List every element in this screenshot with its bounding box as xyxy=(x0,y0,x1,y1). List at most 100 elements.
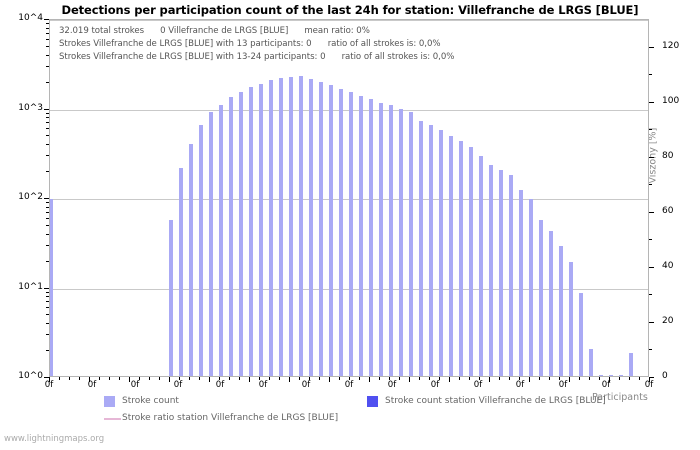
x-axis-tickmark xyxy=(129,377,130,382)
y-axis-right-tick-label: 80 xyxy=(662,150,674,161)
x-axis-minor-tickmark xyxy=(229,377,230,380)
bar xyxy=(499,170,503,376)
bar xyxy=(359,96,363,376)
bar xyxy=(609,375,613,376)
bar xyxy=(439,130,443,376)
y-axis-left-minor-tickmark xyxy=(46,350,49,351)
x-axis-minor-tickmark xyxy=(539,377,540,380)
y-axis-left-minor-tickmark xyxy=(46,261,49,262)
y-axis-right-minor-tickmark xyxy=(649,294,652,295)
legend-label: Stroke count xyxy=(122,396,179,406)
x-axis-minor-tickmark xyxy=(519,377,520,380)
x-axis-tick-label: 0f xyxy=(173,380,183,390)
x-axis-minor-tickmark xyxy=(509,377,510,380)
y-axis-left-minor-tickmark xyxy=(46,122,49,123)
x-axis-minor-tickmark xyxy=(59,377,60,380)
x-axis-minor-tickmark xyxy=(559,377,560,380)
bar xyxy=(479,156,483,376)
y-axis-left-minor-tickmark xyxy=(46,314,49,315)
x-axis-minor-tickmark xyxy=(549,377,550,380)
legend-label: Stroke count station Villefranche de LRG… xyxy=(385,396,606,406)
y-axis-left-tick-label: 10^3 xyxy=(18,102,43,113)
bar xyxy=(509,175,513,376)
bar xyxy=(239,92,243,376)
x-axis-minor-tickmark xyxy=(109,377,110,380)
x-axis-tickmark xyxy=(369,377,370,382)
x-axis-minor-tickmark xyxy=(279,377,280,380)
bar xyxy=(549,231,553,376)
x-axis-minor-tickmark xyxy=(479,377,480,380)
y-axis-left-minor-tickmark xyxy=(46,234,49,235)
bar xyxy=(489,165,493,376)
bar xyxy=(229,97,233,376)
y-axis-left-minor-tickmark xyxy=(46,212,49,213)
bar xyxy=(319,82,323,376)
y-axis-left-minor-tickmark xyxy=(46,218,49,219)
bar xyxy=(399,109,403,376)
x-axis-minor-tickmark xyxy=(299,377,300,380)
bar xyxy=(329,85,333,376)
x-axis-tickmark xyxy=(249,377,250,382)
x-axis-minor-tickmark xyxy=(419,377,420,380)
y-axis-left-minor-tickmark xyxy=(46,307,49,308)
y-axis-right-minor-tickmark xyxy=(649,239,652,240)
x-axis-minor-tickmark xyxy=(179,377,180,380)
x-axis-minor-tickmark xyxy=(69,377,70,380)
bar xyxy=(619,375,623,376)
chart-legend: Stroke count Stroke count station Villefr… xyxy=(0,392,700,432)
watermark: www.lightningmaps.org xyxy=(4,434,105,444)
bar xyxy=(419,121,423,376)
x-axis-tickmark xyxy=(89,377,90,382)
plot-area: 32.019 total strokes 0 Villefranche de L… xyxy=(49,19,649,377)
bar xyxy=(50,199,53,376)
y-axis-left-minor-tickmark xyxy=(46,323,49,324)
bar xyxy=(409,112,413,376)
x-axis-minor-tickmark xyxy=(639,377,640,380)
y-axis-left-tick-label: 10^2 xyxy=(18,192,43,202)
bar xyxy=(559,246,563,376)
bar xyxy=(189,144,193,376)
bar xyxy=(249,87,253,376)
y-axis-left-tickmark xyxy=(44,198,49,199)
x-axis-tickmark xyxy=(449,377,450,382)
x-axis-minor-tickmark xyxy=(629,377,630,380)
y-axis-right-tickmark xyxy=(649,47,654,48)
y-axis-left-minor-tickmark xyxy=(46,66,49,67)
y-axis-left-tickmark xyxy=(44,109,49,110)
legend-swatch xyxy=(104,396,115,407)
x-axis-tick-label: 0f xyxy=(387,380,397,390)
y-axis-left-minor-tickmark xyxy=(46,82,49,83)
y-axis-right-tick-label: 20 xyxy=(662,315,674,326)
x-axis-minor-tickmark xyxy=(429,377,430,380)
x-axis-minor-tickmark xyxy=(149,377,150,380)
y-axis-left-tick-label: 10^0 xyxy=(18,371,43,381)
x-axis-tickmark xyxy=(289,377,290,382)
y-axis-left-minor-tickmark xyxy=(46,117,49,118)
y-axis-left-minor-tickmark xyxy=(46,135,49,136)
x-axis-tickmark xyxy=(489,377,490,382)
x-axis-minor-tickmark xyxy=(269,377,270,380)
bar xyxy=(449,136,453,376)
x-axis-minor-tickmark xyxy=(599,377,600,380)
x-axis-tickmark xyxy=(529,377,530,382)
y-axis-right-minor-tickmark xyxy=(649,349,652,350)
x-axis-tickmark xyxy=(569,377,570,382)
x-axis-label: Participants xyxy=(592,392,648,403)
y-axis-left-minor-tickmark xyxy=(46,155,49,156)
y-axis-right-tick-label: 60 xyxy=(662,205,674,216)
y-axis-left-tickmark xyxy=(44,288,49,289)
x-axis-minor-tickmark xyxy=(499,377,500,380)
y-axis-left-tickmark xyxy=(44,19,49,20)
y-axis-left-tick-label: 10^1 xyxy=(18,281,43,292)
x-axis-minor-tickmark xyxy=(379,377,380,380)
x-axis-minor-tickmark xyxy=(459,377,460,380)
bar xyxy=(199,125,203,376)
bar xyxy=(259,84,263,376)
bar xyxy=(539,220,543,376)
legend-swatch-line xyxy=(104,418,121,420)
bar xyxy=(269,80,273,376)
x-axis-minor-tickmark xyxy=(319,377,320,380)
x-axis-minor-tickmark xyxy=(439,377,440,380)
x-axis-tick-label: 0f xyxy=(515,380,525,390)
